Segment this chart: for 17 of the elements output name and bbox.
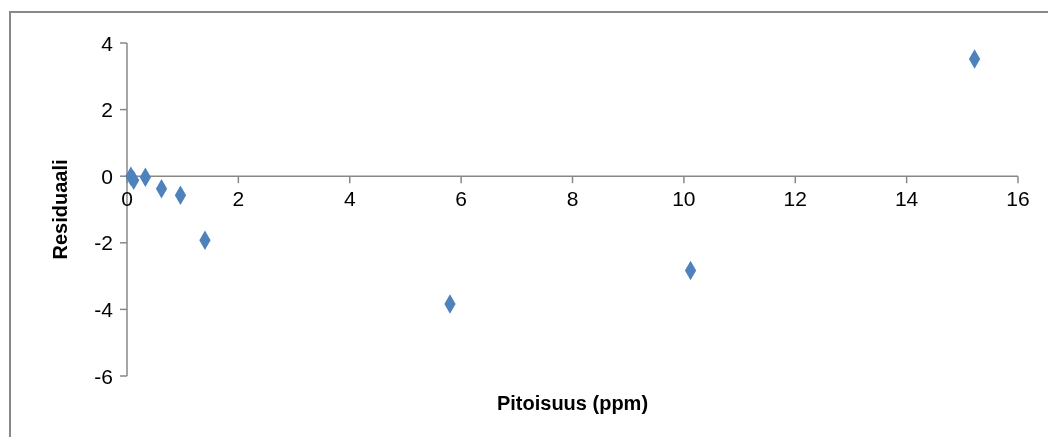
y-tick-label: -6 bbox=[94, 364, 113, 388]
y-axis-title: Residuaali bbox=[49, 159, 71, 260]
x-tick-label: 2 bbox=[232, 187, 245, 211]
x-axis-title: Pitoisuus (ppm) bbox=[496, 392, 649, 414]
y-tick-label: 4 bbox=[101, 31, 114, 55]
x-tick-label: 14 bbox=[894, 187, 919, 211]
x-tick-label: 6 bbox=[455, 187, 467, 211]
y-tick-label: -2 bbox=[94, 231, 113, 255]
y-tick-label: 2 bbox=[101, 98, 113, 122]
x-tick-label: 16 bbox=[1006, 187, 1030, 211]
x-tick-label: 0 bbox=[121, 187, 133, 211]
x-tick-label: 12 bbox=[783, 187, 807, 211]
x-tick-label: 8 bbox=[566, 187, 579, 211]
y-tick-label: -4 bbox=[94, 297, 114, 321]
x-tick-label: 10 bbox=[672, 187, 696, 211]
x-tick-label: 4 bbox=[343, 187, 356, 211]
y-tick-label: 0 bbox=[101, 164, 113, 188]
